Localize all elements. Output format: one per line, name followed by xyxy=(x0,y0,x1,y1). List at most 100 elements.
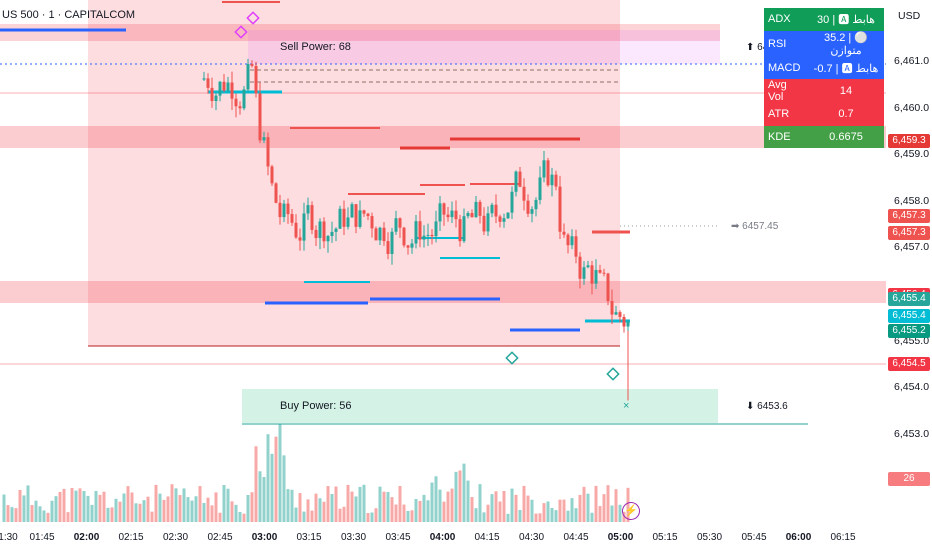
indicator-value: 0.6675 xyxy=(829,130,863,143)
volume-bar xyxy=(430,482,434,522)
volume-bar xyxy=(562,499,566,522)
time-tick: 03:15 xyxy=(296,532,322,543)
price-tag: 6,455.2 xyxy=(888,324,930,338)
indicator-value: -0.7 | 🅰 هابط xyxy=(813,62,879,75)
time-tick: 02:45 xyxy=(207,532,233,543)
candle-body xyxy=(294,222,298,238)
volume-bar xyxy=(206,497,210,522)
volume-bar xyxy=(10,507,14,522)
volume-bar xyxy=(190,500,194,522)
indicator-name: MACD xyxy=(768,61,801,74)
candle-body xyxy=(334,228,338,232)
volume-bar xyxy=(482,512,486,522)
candle-body xyxy=(478,201,482,216)
volume-bar xyxy=(162,499,166,522)
buy-power-label: Buy Power: 56 xyxy=(280,400,352,412)
volume-bar xyxy=(530,499,534,522)
indicator-table: ADX 30 | 🅰 هابط RSI 35.2 | ⚪ متوازن MACD -0.7… xyxy=(764,8,884,148)
volume-bar xyxy=(526,495,530,522)
time-tick: 06:00 xyxy=(785,532,812,543)
candle-body xyxy=(254,65,258,94)
volume-bar xyxy=(374,508,378,522)
diamond-marker xyxy=(505,351,519,365)
candle-body xyxy=(518,171,522,187)
indicator-row: Avg Vol 14 xyxy=(764,79,884,103)
volume-bar xyxy=(118,501,122,522)
indicator-value: 35.2 | ⚪ متوازن xyxy=(823,31,869,57)
volume-bar xyxy=(542,503,546,522)
volume-bar xyxy=(566,510,570,522)
price-scale[interactable] xyxy=(886,0,932,528)
candle-body xyxy=(382,227,386,242)
volume-bar xyxy=(314,493,318,522)
volume-bar xyxy=(250,492,254,522)
volume-bar xyxy=(366,513,370,522)
candle-body xyxy=(458,219,462,242)
indicator-name: KDE xyxy=(768,130,791,143)
volume-bar xyxy=(210,505,214,522)
volume-bar xyxy=(146,496,150,522)
volume-bar xyxy=(614,489,618,522)
candle-body xyxy=(502,218,506,222)
time-tick: 04:00 xyxy=(429,532,456,543)
candle-body xyxy=(246,64,250,90)
candle-body xyxy=(326,235,330,242)
candle-body xyxy=(574,236,578,257)
candle-body xyxy=(550,174,554,186)
candle-body xyxy=(566,234,570,246)
volume-bar xyxy=(418,500,422,522)
volume-bar xyxy=(454,471,458,522)
volume-bar xyxy=(106,507,110,522)
price-chart[interactable]: × xyxy=(0,0,886,528)
candle-body xyxy=(286,203,290,215)
candle-body xyxy=(438,203,442,222)
candle-body xyxy=(414,221,418,244)
lightning-icon[interactable]: ⚡ xyxy=(622,502,640,520)
time-tick: 04:45 xyxy=(563,532,589,543)
volume-bar xyxy=(222,484,226,522)
time-tick: 05:45 xyxy=(741,532,767,543)
candle-body xyxy=(610,301,614,315)
volume-bar xyxy=(298,493,302,522)
volume-bar xyxy=(382,491,386,522)
volume-bar xyxy=(278,423,282,522)
indicator-value: 30 | 🅰 هابط xyxy=(817,14,875,27)
time-tick: 02:30 xyxy=(162,532,189,543)
price-tag: 6,454.5 xyxy=(888,357,930,371)
candle-body xyxy=(602,272,606,274)
volume-bar xyxy=(486,504,490,522)
volume-bar xyxy=(214,492,218,522)
volume-bar xyxy=(438,489,442,522)
candle-body xyxy=(594,269,598,284)
candle-body xyxy=(306,205,310,214)
volume-bar xyxy=(110,507,114,522)
volume-bar xyxy=(422,494,426,522)
indicator-name: ADX xyxy=(768,13,791,26)
volume-bar xyxy=(462,463,466,522)
candle-body xyxy=(330,231,334,236)
volume-bar xyxy=(386,491,390,522)
volume-bar xyxy=(90,504,94,522)
candle-body xyxy=(450,210,454,218)
candle-body xyxy=(622,316,626,327)
time-tick: 05:15 xyxy=(652,532,678,543)
time-tick: 02:00 xyxy=(73,532,100,543)
volume-bar xyxy=(490,494,494,522)
volume-bar xyxy=(266,434,270,522)
candle-body xyxy=(562,231,566,235)
volume-bar xyxy=(586,493,590,522)
volume-bar xyxy=(234,504,238,522)
symbol-title[interactable]: US 500 · 1 · CAPITALCOM xyxy=(2,9,136,21)
price-tick: 6,459.0 xyxy=(894,148,930,161)
indicator-name: Avg Vol xyxy=(768,79,787,103)
volume-bar xyxy=(238,512,242,522)
volume-bar xyxy=(446,491,450,522)
candle-body xyxy=(262,137,266,141)
price-tag: 6,459.3 xyxy=(888,134,930,148)
time-tick: 03:45 xyxy=(385,532,411,543)
candle-body xyxy=(278,202,282,218)
volume-bar xyxy=(286,489,290,522)
candle-body xyxy=(238,106,242,109)
indicator-value: 0.7 xyxy=(838,108,854,121)
